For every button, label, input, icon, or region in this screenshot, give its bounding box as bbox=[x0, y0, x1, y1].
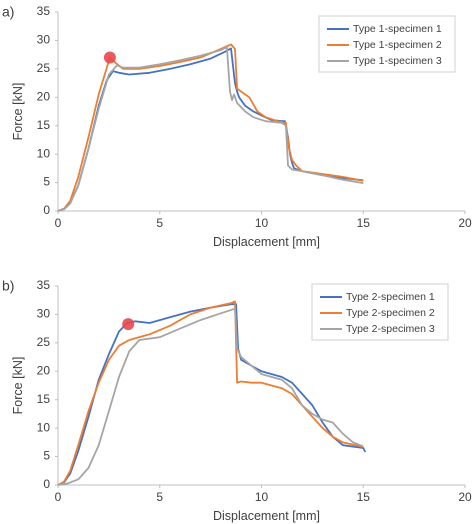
y-tick-label: 5 bbox=[43, 175, 50, 189]
highlight-marker bbox=[103, 51, 116, 64]
y-axis-title: Force [kN] bbox=[11, 357, 25, 415]
legend: Type 2-specimen 1 Type 2-specimen 2 Type 2… bbox=[311, 283, 449, 341]
x-tick-label: 10 bbox=[255, 490, 269, 504]
chart-panel-2: b) 0 5 10 15 20 25 30 35 0 5 10 15 20 Displacement [mm… bbox=[2, 278, 472, 523]
y-tick-label: 10 bbox=[37, 420, 51, 434]
y-tick-label: 15 bbox=[37, 392, 51, 406]
y-tick-label: 5 bbox=[43, 449, 50, 463]
series-line-3 bbox=[57, 46, 364, 212]
x-tick-label: 20 bbox=[458, 490, 472, 504]
y-tick-label: 30 bbox=[37, 307, 51, 321]
legend-entry: Type 2-specimen 2 bbox=[346, 307, 435, 319]
y-tick-label: 15 bbox=[37, 118, 51, 132]
x-tick-label: 0 bbox=[55, 216, 62, 230]
y-tick-label: 25 bbox=[37, 61, 51, 75]
legend-entry: Type 2-specimen 3 bbox=[346, 323, 435, 335]
x-tick-label: 5 bbox=[156, 490, 163, 504]
x-tick-label: 15 bbox=[357, 216, 371, 230]
x-tick-label: 10 bbox=[255, 216, 269, 230]
panel-label: b) bbox=[2, 278, 14, 294]
panel-label: a) bbox=[2, 4, 14, 20]
x-axis-title: Displacement [mm] bbox=[213, 235, 320, 249]
legend-entry: Type 1-specimen 2 bbox=[353, 39, 442, 51]
chart-panel-1: a) 0 5 10 15 20 25 30 35 0 5 10 15 20 Displacement [mm… bbox=[2, 4, 472, 249]
y-tick-label: 30 bbox=[37, 33, 51, 47]
legend: Type 1-specimen 1 Type 1-specimen 2 Type 1… bbox=[318, 15, 456, 73]
highlight-marker bbox=[122, 318, 135, 331]
x-tick-label: 20 bbox=[458, 216, 472, 230]
y-tick-label: 35 bbox=[37, 4, 51, 18]
series-line-1 bbox=[57, 47, 364, 212]
y-tick-label: 35 bbox=[37, 278, 51, 292]
legend-entry: Type 2-specimen 1 bbox=[346, 291, 435, 303]
y-tick-label: 20 bbox=[37, 89, 51, 103]
y-tick-label: 0 bbox=[43, 203, 50, 217]
series-line-3 bbox=[57, 307, 364, 486]
y-tick-label: 0 bbox=[43, 477, 50, 491]
x-tick-label: 5 bbox=[156, 216, 163, 230]
y-tick-label: 10 bbox=[37, 146, 51, 160]
series-line-2 bbox=[57, 300, 364, 486]
y-axis-title: Force [kN] bbox=[11, 83, 25, 141]
x-axis-title: Displacement [mm] bbox=[213, 509, 320, 523]
y-tick-label: 20 bbox=[37, 363, 51, 377]
x-tick-label: 0 bbox=[55, 490, 62, 504]
x-tick-label: 15 bbox=[357, 490, 371, 504]
y-tick-label: 25 bbox=[37, 335, 51, 349]
legend-entry: Type 1-specimen 1 bbox=[353, 23, 442, 35]
series-line-2 bbox=[57, 43, 364, 212]
legend-entry: Type 1-specimen 3 bbox=[353, 55, 442, 67]
